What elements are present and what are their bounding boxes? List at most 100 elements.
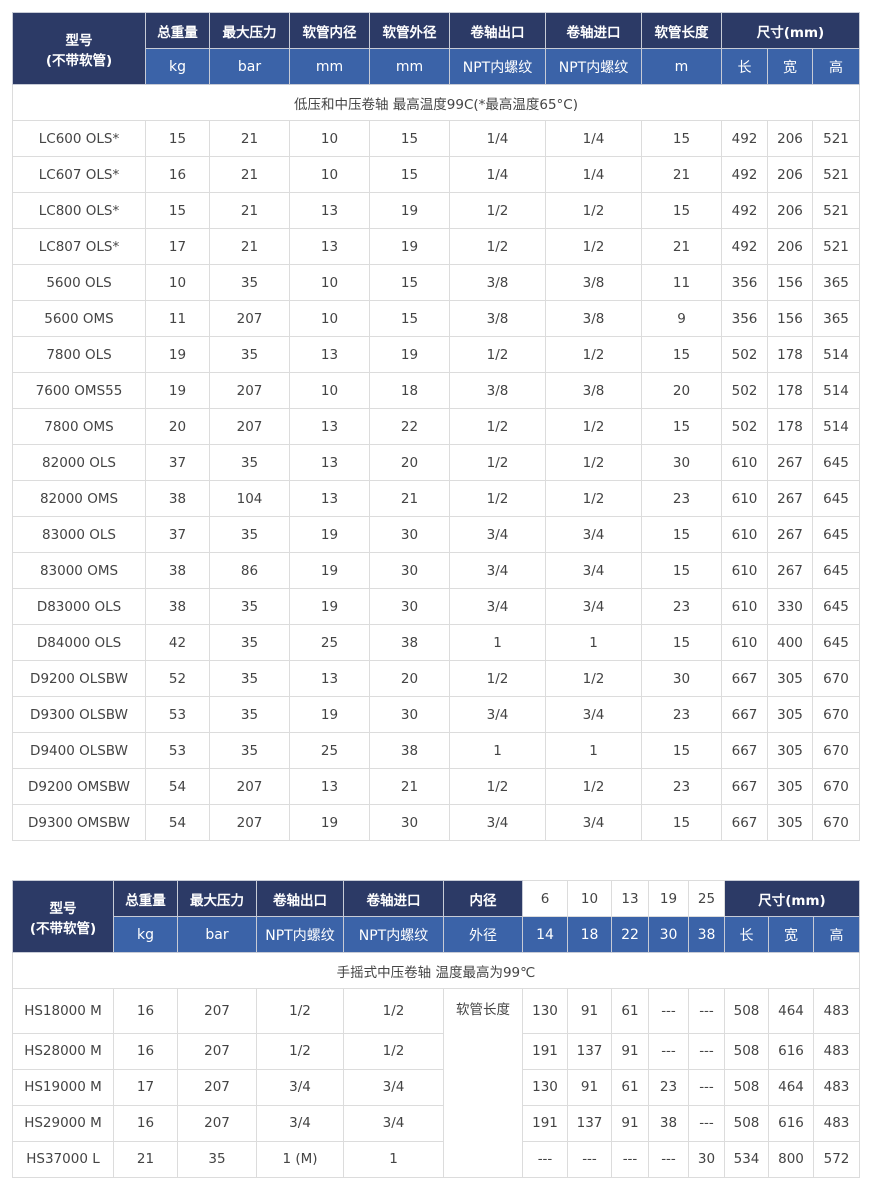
table-cell: 502 [721,408,768,445]
table-cell: 7800 OLS [12,336,146,373]
table-cell: 667 [721,732,768,769]
table-cell: 23 [641,480,722,517]
unit-bar: bar [209,48,290,85]
table-cell: 35 [209,660,290,697]
table-cell: 1/2 [256,988,344,1034]
table-cell: --- [648,1032,689,1070]
table-cell: 670 [812,660,860,697]
outer-diameter-value: 14 [522,916,568,953]
inner-diameter-value: 6 [522,880,568,917]
table-caption: 手摇式中压卷轴 温度最高为99℃ [12,952,860,989]
table-cell: 25 [289,732,370,769]
table-cell: 645 [812,444,860,481]
table-cell: 13 [289,768,370,805]
table-row: D83000 OLS 38 35 19 30 3/4 3/4 23 610 330 645 [12,588,860,625]
table-cell: 356 [721,300,768,337]
table-cell: 3/4 [545,696,642,733]
table-cell: 20 [369,444,450,481]
table-cell: 1/2 [449,444,546,481]
header-hose-od: 软管外径 [369,12,450,49]
table-row: LC607 OLS* 16 21 10 15 1/4 1/4 21 492 206 521 [12,156,860,193]
table-cell: 508 [724,1104,769,1142]
table-cell: 3/8 [449,300,546,337]
table-cell: LC807 OLS* [12,228,146,265]
table-cell: 492 [721,228,768,265]
table-cell: 610 [721,552,768,589]
table-cell: 1/2 [449,480,546,517]
table-cell: 206 [767,228,813,265]
table-cell: 19 [289,588,370,625]
table-cell: 82000 OMS [12,480,146,517]
table-cell: 156 [767,264,813,301]
table-cell: 19 [145,336,210,373]
low-medium-pressure-reel-table: 型号 (不带软管) 总重量 最大压力 软管内径 软管外径 卷轴出口 卷轴进口 软… [12,12,860,841]
table-cell: 35 [209,732,290,769]
table-cell: HS37000 L [12,1140,114,1178]
table-cell: 483 [813,1032,860,1070]
table-cell: 54 [145,768,210,805]
table-cell: 3/4 [449,696,546,733]
table-cell: 30 [688,1140,725,1178]
table-cell: --- [611,1140,649,1178]
header-weight: 总重量 [145,12,210,49]
table-cell: --- [522,1140,568,1178]
table-cell: 502 [721,372,768,409]
table-cell: 1/2 [545,480,642,517]
table-cell: 356 [721,264,768,301]
table-row: 7800 OMS 20 207 13 22 1/2 1/2 15 502 178 514 [12,408,860,445]
table-cell: 130 [522,988,568,1034]
table-cell: 16 [113,1104,178,1142]
table-row: HS28000 M 16 207 1/2 1/2 191 137 91 --- --- 508 616… [12,1032,860,1070]
unit-length: 长 [724,916,769,953]
table-cell: 130 [522,1068,568,1106]
table-cell: 206 [767,192,813,229]
table-cell: 670 [812,732,860,769]
table-cell: 13 [289,444,370,481]
table-cell: 23 [648,1068,689,1106]
table-cell: --- [688,1032,725,1070]
table-cell: 13 [289,228,370,265]
table-cell: 21 [369,480,450,517]
table-cell: 35 [209,516,290,553]
table-cell: 13 [289,480,370,517]
table-cell: 11 [641,264,722,301]
unit-mm: mm [369,48,450,85]
table-cell: 61 [611,988,649,1034]
table-cell: 207 [177,988,257,1034]
table-cell: 610 [721,480,768,517]
table-caption: 低压和中压卷轴 最高温度99C(*最高温度65°C) [12,84,860,121]
table-row: D9400 OLSBW 53 35 25 38 1 1 15 667 305 670 [12,732,860,769]
table-row: 5600 OMS 11 207 10 15 3/8 3/8 9 356 156 365 [12,300,860,337]
table-cell: 1 [343,1140,444,1178]
table-cell: 3/4 [545,588,642,625]
table-cell: 11 [145,300,210,337]
table-cell: 38 [648,1104,689,1142]
table-cell: 23 [641,588,722,625]
table-cell: 616 [768,1104,814,1142]
table-row: LC807 OLS* 17 21 13 19 1/2 1/2 21 492 206 521 [12,228,860,265]
table-cell: 1/2 [545,660,642,697]
table-cell: 508 [724,1032,769,1070]
table-cell: 13 [289,192,370,229]
table-cell: 365 [812,264,860,301]
table-cell: 305 [767,804,813,841]
table-cell: HS29000 M [12,1104,114,1142]
table-cell: 15 [369,156,450,193]
table-cell: 207 [209,372,290,409]
header-inlet: 卷轴进口 [343,880,444,917]
table-cell: 15 [641,336,722,373]
table-cell: 54 [145,804,210,841]
table-cell: 38 [369,732,450,769]
table-cell: 3/4 [449,804,546,841]
table-cell: 9 [641,300,722,337]
table-cell: 1/2 [449,768,546,805]
table-cell: D83000 OLS [12,588,146,625]
table-cell: 483 [813,988,860,1034]
table-row: 82000 OLS 37 35 13 20 1/2 1/2 30 610 267 645 [12,444,860,481]
table-cell: 35 [177,1140,257,1178]
table-row: HS37000 L 21 35 1 (M) 1 --- --- --- --- 30 534 800 5… [12,1140,860,1178]
table-cell: 207 [177,1104,257,1142]
table-cell: 83000 OLS [12,516,146,553]
table-cell: D84000 OLS [12,624,146,661]
table-cell: 207 [209,768,290,805]
